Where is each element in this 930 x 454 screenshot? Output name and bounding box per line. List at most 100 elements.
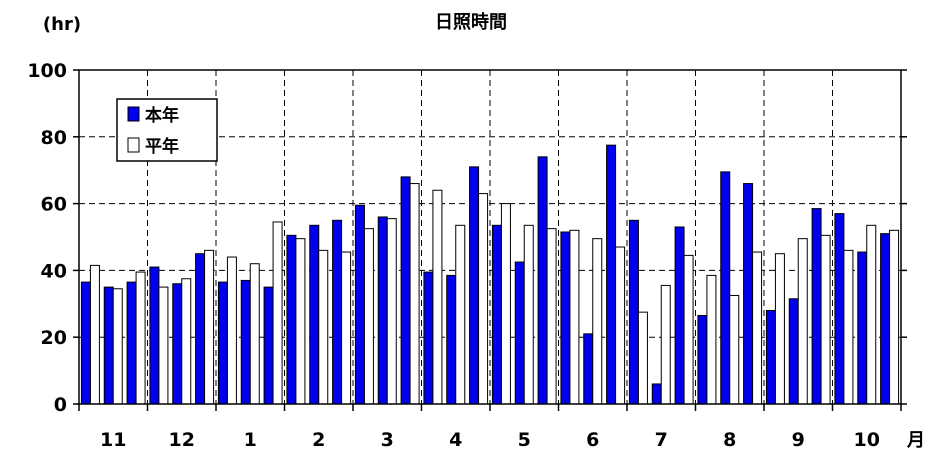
bar-normal-year <box>341 251 352 405</box>
bar-this-year <box>560 231 571 405</box>
bar-this-year <box>788 298 799 405</box>
bar-this-year <box>286 234 297 405</box>
bar-this-year <box>263 286 274 405</box>
bar-normal-year <box>226 256 237 405</box>
bar-normal-year <box>295 238 306 405</box>
bar-this-year <box>651 383 662 405</box>
bar-normal-year <box>592 238 603 405</box>
bar-this-year <box>103 286 114 405</box>
bar-this-year <box>743 183 754 405</box>
bar-normal-year <box>637 311 648 405</box>
x-tick-label: 11 <box>100 429 126 451</box>
legend-swatch-normal-year <box>127 137 140 153</box>
bar-this-year <box>80 281 91 405</box>
bar-normal-year <box>523 224 534 405</box>
x-tick-label: 12 <box>169 429 195 451</box>
bar-this-year <box>332 219 343 405</box>
bar-this-year <box>126 281 137 405</box>
bar-normal-year <box>500 203 511 405</box>
legend-label-this-year: 本年 <box>145 105 179 126</box>
bar-normal-year <box>89 264 100 405</box>
bar-normal-year <box>615 246 626 405</box>
chart-title: 日照時間 <box>435 12 507 33</box>
bar-this-year <box>628 219 639 405</box>
legend-label-normal-year: 平年 <box>145 136 179 157</box>
x-tick-label: 4 <box>449 429 462 451</box>
bar-normal-year <box>112 288 123 405</box>
bar-this-year <box>446 274 457 405</box>
bar-this-year <box>811 208 822 405</box>
bar-normal-year <box>569 229 580 405</box>
x-tick-label: 8 <box>723 429 736 451</box>
y-tick-label: 0 <box>54 394 67 416</box>
bar-this-year <box>880 233 891 405</box>
x-tick-label: 7 <box>655 429 668 451</box>
bar-normal-year <box>729 294 740 405</box>
bar-this-year <box>309 224 320 405</box>
x-tick-label: 3 <box>381 429 394 451</box>
bar-normal-year <box>546 228 557 405</box>
x-tick-label: 9 <box>792 429 805 451</box>
bar-this-year <box>765 309 776 405</box>
bar-normal-year <box>660 284 671 405</box>
bar-this-year <box>354 204 365 405</box>
bar-this-year <box>149 266 160 405</box>
bar-normal-year <box>318 249 329 405</box>
y-tick-label: 100 <box>27 60 67 82</box>
y-tick-label: 80 <box>41 127 67 149</box>
bar-normal-year <box>866 224 877 405</box>
x-tick-label: 5 <box>518 429 531 451</box>
bar-this-year <box>377 216 388 405</box>
bar-normal-year <box>820 234 831 405</box>
bar-this-year <box>240 279 251 405</box>
bar-this-year <box>514 261 525 405</box>
x-axis-unit-label: 月 <box>906 430 925 451</box>
bar-normal-year <box>409 183 420 405</box>
x-tick-label: 6 <box>586 429 599 451</box>
bar-normal-year <box>478 193 489 405</box>
bar-normal-year <box>272 221 283 405</box>
bar-normal-year <box>363 228 374 405</box>
bar-this-year <box>720 171 731 405</box>
bar-this-year <box>834 213 845 405</box>
bar-normal-year <box>455 224 466 405</box>
bar-normal-year <box>204 249 215 405</box>
legend-swatch-this-year <box>127 106 140 122</box>
bar-this-year <box>423 271 434 405</box>
bar-normal-year <box>249 263 260 405</box>
bar-normal-year <box>135 271 146 405</box>
bar-this-year <box>400 176 411 405</box>
bar-this-year <box>469 166 480 405</box>
x-tick-label: 10 <box>854 429 880 451</box>
bar-this-year <box>172 283 183 405</box>
y-axis-ticks: 0 20 40 60 80 100 <box>27 60 907 416</box>
bar-this-year <box>537 156 548 405</box>
bar-this-year <box>491 224 502 405</box>
bar-normal-year <box>843 249 854 405</box>
legend: 本年 平年 <box>116 98 218 162</box>
bar-normal-year <box>774 253 785 405</box>
bar-normal-year <box>158 286 169 405</box>
y-tick-label: 20 <box>41 327 67 349</box>
bar-this-year <box>195 253 206 405</box>
bar-this-year <box>606 144 617 405</box>
bar-this-year <box>583 333 594 405</box>
bar-this-year <box>674 226 685 405</box>
x-tick-label: 1 <box>244 429 257 451</box>
y-tick-label: 40 <box>41 260 67 282</box>
bar-normal-year <box>797 238 808 405</box>
bar-this-year <box>217 281 228 405</box>
bar-normal-year <box>181 278 192 405</box>
x-tick-label: 2 <box>312 429 325 451</box>
bar-normal-year <box>752 251 763 405</box>
bar-normal-year <box>889 229 900 405</box>
bar-normal-year <box>683 254 694 405</box>
y-tick-label: 60 <box>41 194 67 216</box>
bar-normal-year <box>386 218 397 405</box>
bar-this-year <box>697 314 708 405</box>
x-axis-ticks: 11 12 1 2 3 4 5 6 7 8 9 10 <box>78 404 902 451</box>
y-axis-unit-label: (hr) <box>43 14 81 35</box>
bar-normal-year <box>706 274 717 405</box>
bar-normal-year <box>432 189 443 405</box>
